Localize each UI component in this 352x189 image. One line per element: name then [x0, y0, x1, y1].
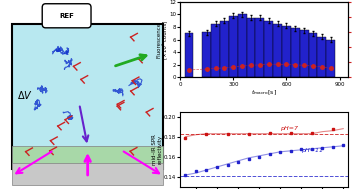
Bar	[229, 16, 238, 77]
X-axis label: $t_\mathrm{macro}$[s]: $t_\mathrm{macro}$[s]	[251, 88, 277, 97]
Bar	[202, 32, 211, 77]
Bar	[309, 33, 318, 77]
Bar	[318, 36, 326, 77]
Bar	[220, 21, 229, 77]
Text: REF: REF	[59, 13, 74, 19]
Bar	[273, 24, 282, 77]
Bar	[256, 18, 264, 77]
Bar	[185, 33, 194, 77]
Text: $\Delta V$: $\Delta V$	[17, 88, 33, 101]
Bar	[238, 15, 247, 77]
Y-axis label: Fluorescence
[×10³ counts]: Fluorescence [×10³ counts]	[156, 20, 168, 59]
Bar	[291, 28, 300, 77]
Bar	[264, 21, 273, 77]
Bar	[326, 40, 335, 77]
Bar	[247, 18, 256, 77]
Text: pH=7: pH=7	[280, 126, 298, 131]
Y-axis label: mid–IR SPR
reflectivity: mid–IR SPR reflectivity	[152, 134, 162, 165]
Bar	[300, 30, 309, 77]
Bar	[211, 24, 220, 77]
FancyBboxPatch shape	[42, 4, 91, 28]
Bar	[282, 26, 291, 77]
Text: pH=11: pH=11	[301, 148, 323, 153]
